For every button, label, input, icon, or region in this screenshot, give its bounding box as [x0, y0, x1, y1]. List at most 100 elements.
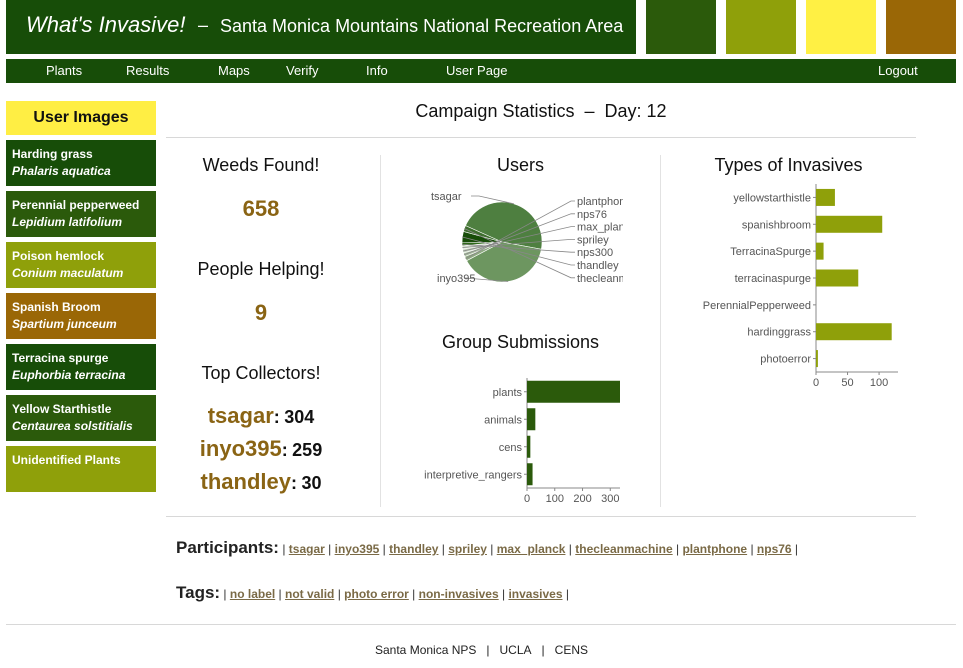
swatch-olive [726, 0, 796, 54]
sidebar-item[interactable]: Harding grass Phalaris aquatica [6, 140, 156, 186]
people-helping-value: 9 [254, 300, 268, 325]
nav-logout[interactable]: Logout [878, 63, 918, 78]
sidebar-item[interactable]: Unidentified Plants [6, 446, 156, 492]
pie-label: nps76 [577, 209, 607, 221]
pie-label: thecleanmachine [577, 273, 623, 285]
pie-leader-line [462, 226, 575, 252]
sidebar-item-latin-name: Centaurea solstitialis [12, 419, 133, 433]
collector-name[interactable]: tsagar [207, 403, 274, 428]
collector-count: 259 [292, 440, 323, 460]
tag-link[interactable]: photo error [344, 587, 409, 601]
footer-link[interactable]: Santa Monica NPS [375, 643, 477, 657]
sidebar-item-common-name: Harding grass [12, 147, 93, 161]
footer-separator: | [486, 643, 490, 657]
divider-col-1 [380, 155, 381, 507]
category-label: photoerror [760, 354, 811, 366]
participant-link[interactable]: plantphone [682, 542, 748, 556]
tag-link[interactable]: no label [229, 587, 276, 601]
swatch-brown [886, 0, 956, 54]
swatch-dark-green [646, 0, 716, 54]
types-of-invasives-chart: yellowstarthistle spanishbroom TerracinaSp… [703, 184, 898, 389]
category-label: PerennialPepperweed [703, 300, 811, 312]
participant-link[interactable]: thandley [389, 542, 439, 556]
group-submissions-title: Group Submissions [441, 332, 600, 352]
footer-separator: | [541, 643, 545, 657]
sidebar-item[interactable]: Terracina spurge Euphorbia terracina [6, 344, 156, 390]
pie-label: spriley [577, 234, 609, 246]
participant-link[interactable]: tsagar [288, 542, 325, 556]
x-tick-label: 100 [546, 493, 564, 505]
footer-divider [6, 624, 956, 625]
bar [816, 215, 883, 233]
divider-bottom [166, 516, 916, 517]
collector-name[interactable]: thandley [200, 469, 291, 494]
category-label: animals [484, 414, 522, 426]
sidebar-item-latin-name: Spartium junceum [12, 317, 117, 331]
bar [527, 380, 620, 403]
footer-link[interactable]: UCLA [499, 643, 532, 657]
pie-label: inyo395 [437, 273, 476, 285]
sidebar-item-latin-name: Lepidium latifolium [12, 215, 122, 229]
x-tick-label: 50 [841, 377, 853, 389]
participant-link[interactable]: nps76 [756, 542, 792, 556]
collector-count: 30 [301, 473, 322, 493]
sidebar-item-common-name: Spanish Broom [12, 300, 101, 314]
participant-link[interactable]: max_planck [496, 542, 566, 556]
app-header: What's Invasive! – Santa Monica Mountain… [6, 0, 636, 54]
participant-link[interactable]: thecleanmachine [575, 542, 673, 556]
sidebar-item-latin-name: Phalaris aquatica [12, 164, 111, 178]
tag-link[interactable]: not valid [285, 587, 335, 601]
app-subtitle: Santa Monica Mountains National Recreati… [220, 16, 624, 36]
pie-label: max_planck [577, 222, 623, 234]
bar [527, 435, 531, 458]
weeds-found-title: Weeds Found! [202, 155, 320, 175]
pie-leader-line [462, 239, 575, 248]
participant-link[interactable]: inyo395 [334, 542, 380, 556]
footer-link[interactable]: CENS [554, 643, 588, 657]
x-tick-label: 0 [813, 377, 819, 389]
collector-name[interactable]: inyo395 [199, 436, 282, 461]
nav-info[interactable]: Info [366, 63, 388, 78]
nav-maps[interactable]: Maps [218, 63, 250, 78]
nav-plants[interactable]: Plants [46, 63, 83, 78]
nav-user-page[interactable]: User Page [446, 63, 508, 78]
sidebar-item[interactable]: Spanish Broom Spartium junceum [6, 293, 156, 339]
x-tick-label: 0 [524, 493, 530, 505]
participants-label: Participants: [176, 538, 279, 557]
collector-count: 304 [284, 407, 315, 427]
sidebar-item-common-name: Yellow Starthistle [12, 402, 112, 416]
nav-results[interactable]: Results [126, 63, 170, 78]
category-label: interpretive_rangers [424, 469, 522, 481]
main-nav: Plants Results Maps Verify Info User Pag… [6, 59, 956, 83]
category-label: hardinggrass [747, 327, 811, 339]
sidebar-item-latin-name: Conium maculatum [12, 266, 124, 280]
pie-leader-line [464, 277, 509, 282]
sidebar-item[interactable]: Yellow Starthistle Centaurea solstitialis [6, 395, 156, 441]
pie-leader-line [471, 195, 514, 205]
sidebar-item[interactable]: Poison hemlock Conium maculatum [6, 242, 156, 288]
pie-leader-line [463, 213, 575, 256]
tag-link[interactable]: invasives [508, 587, 563, 601]
x-tick-label: 200 [573, 493, 591, 505]
users-pie-chart: tsagar inyo395 plantphonenps76max_plancksp… [431, 191, 623, 285]
users-chart-title: Users [496, 155, 544, 175]
bar [816, 269, 859, 287]
collector-sep: : [281, 440, 288, 460]
app-title[interactable]: What's Invasive! [26, 12, 186, 37]
sidebar-item-common-name: Terracina spurge [12, 351, 109, 365]
top-collectors-title: Top Collectors! [201, 363, 321, 383]
nav-verify[interactable]: Verify [286, 63, 319, 78]
bar [816, 188, 835, 206]
x-tick-label: 300 [601, 493, 619, 505]
category-label: spanishbroom [742, 219, 811, 231]
campaign-day: Day: 12 [604, 101, 667, 121]
sidebar-item-common-name: Perennial pepperweed [12, 198, 140, 212]
tag-link[interactable]: non-invasives [418, 587, 499, 601]
sidebar-item[interactable]: Perennial pepperweed Lepidium latifolium [6, 191, 156, 237]
tags-row: Tags: | no label | not valid | photo err… [176, 583, 569, 602]
participant-link[interactable]: spriley [448, 542, 487, 556]
category-label: TerracinaSpurge [730, 246, 811, 258]
title-dash: – [198, 15, 209, 35]
pie-leader-line [464, 228, 575, 279]
